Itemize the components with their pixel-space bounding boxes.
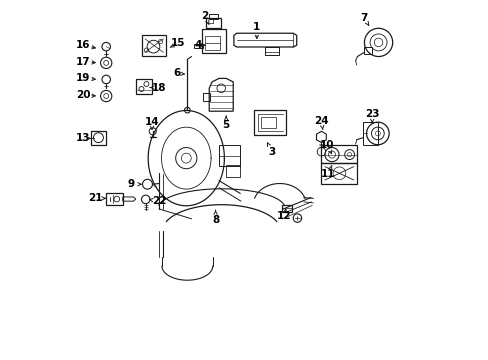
Text: 6: 6 (174, 68, 181, 78)
Text: 18: 18 (152, 82, 166, 93)
Text: 2: 2 (201, 11, 208, 21)
Text: 8: 8 (211, 215, 219, 225)
Text: 10: 10 (320, 140, 334, 150)
Text: 21: 21 (88, 193, 102, 203)
Text: 7: 7 (359, 13, 366, 23)
Text: 3: 3 (268, 147, 275, 157)
Text: 12: 12 (276, 211, 291, 221)
Text: 15: 15 (171, 38, 185, 48)
Text: 1: 1 (253, 22, 260, 32)
Text: 19: 19 (76, 73, 90, 84)
Text: 4: 4 (194, 40, 201, 50)
Text: 9: 9 (127, 179, 134, 189)
Text: 17: 17 (76, 57, 90, 67)
Text: 14: 14 (144, 117, 159, 127)
Text: 23: 23 (364, 109, 379, 119)
Text: 5: 5 (222, 120, 229, 130)
Text: 24: 24 (313, 116, 328, 126)
Text: 13: 13 (76, 133, 90, 143)
Text: 16: 16 (76, 40, 90, 50)
Text: 22: 22 (152, 196, 166, 206)
Text: 20: 20 (76, 90, 90, 100)
Text: 11: 11 (321, 168, 335, 179)
